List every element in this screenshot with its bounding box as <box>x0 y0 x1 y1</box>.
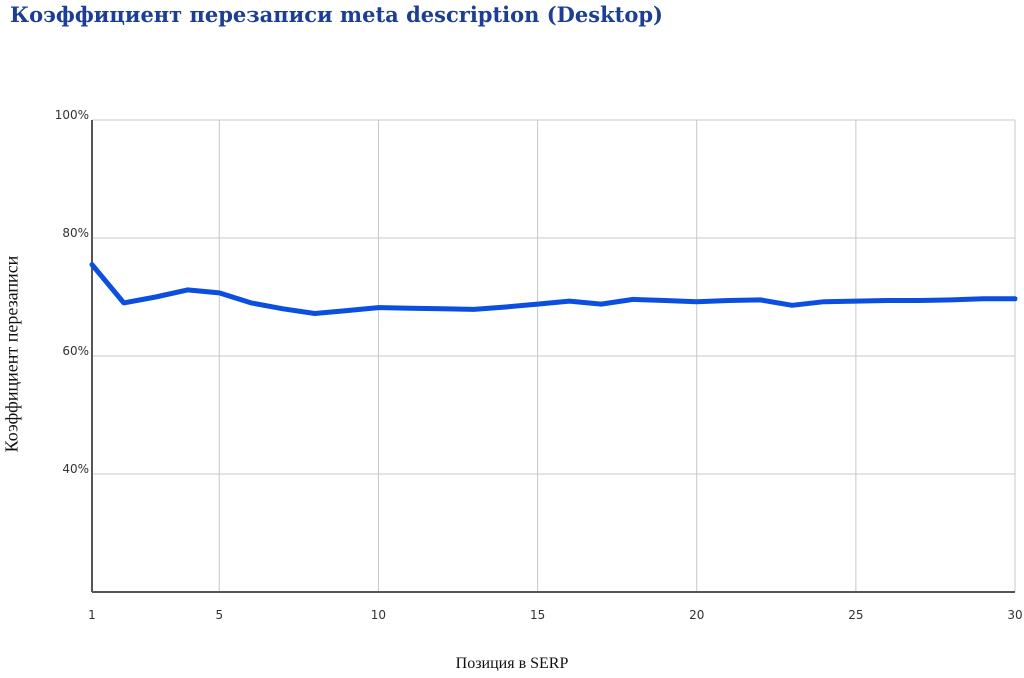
y-tick-labels: 40% 60% 80% 100% <box>55 108 89 476</box>
series-line <box>89 262 1018 316</box>
y-axis-label: Коэффициент перезаписи <box>1 255 22 453</box>
y-tick-label: 60% <box>62 344 89 358</box>
grid-lines <box>92 119 1016 592</box>
x-tick-label: 25 <box>848 608 863 622</box>
y-tick-label: 80% <box>62 226 89 240</box>
x-tick-label: 20 <box>689 608 704 622</box>
y-tick-label: 40% <box>62 462 89 476</box>
x-tick-labels: 1 5 10 15 20 25 30 <box>88 608 1022 622</box>
axes <box>91 120 1015 593</box>
y-tick-label: 100% <box>55 108 89 122</box>
x-tick-label: 1 <box>88 608 96 622</box>
x-tick-label: 30 <box>1007 608 1022 622</box>
x-tick-label: 5 <box>215 608 223 622</box>
x-axis-label: Позиция в SERP <box>455 655 569 672</box>
x-tick-label: 15 <box>530 608 545 622</box>
x-tick-label: 10 <box>371 608 386 622</box>
chart-title: Коэффициент перезаписи meta description … <box>10 2 663 27</box>
